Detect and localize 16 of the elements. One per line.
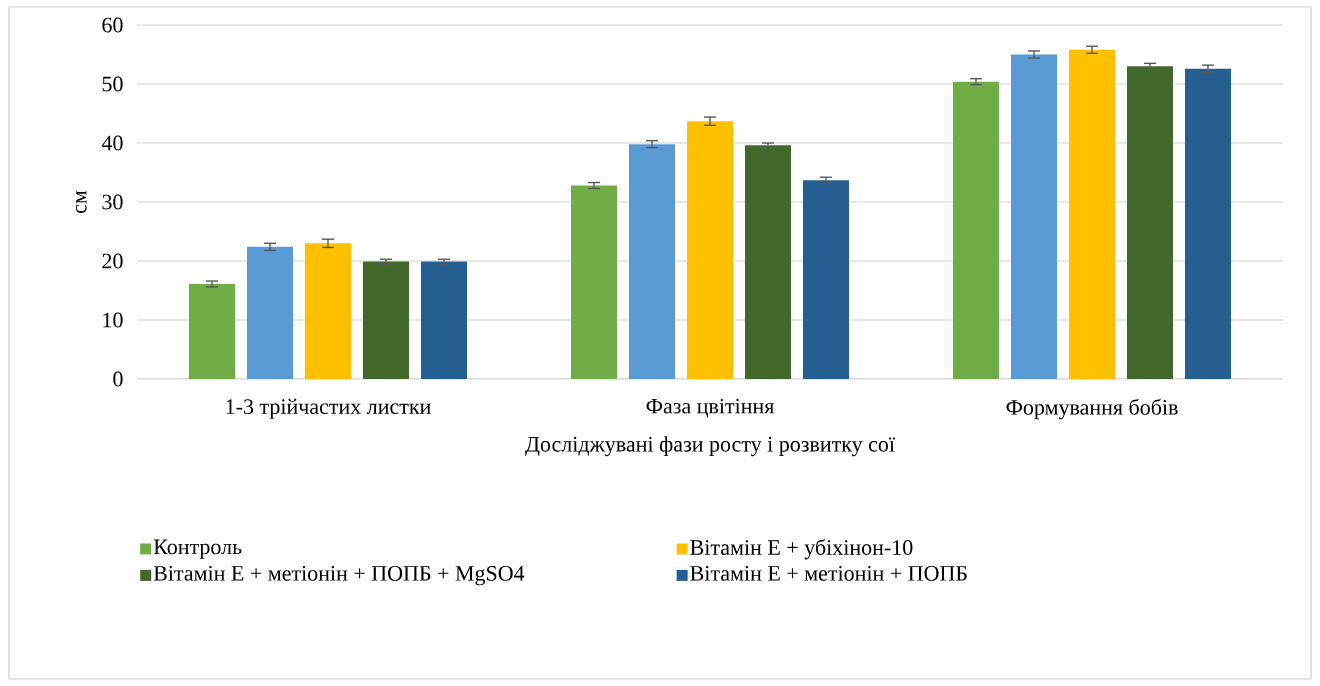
y-tick-label: 0 <box>113 371 123 387</box>
legend-label: Вітамін Е + убіхінон-10 <box>690 538 913 560</box>
x-axis-title: Досліджувані фази росту і розвитку сої <box>525 436 895 457</box>
legend-label: Контроль <box>153 539 242 559</box>
legend-label: Вітамін Е + метіонін + ПОПБ + MgSO4 <box>153 565 525 586</box>
y-axis-title: см <box>76 190 87 213</box>
y-tick-label: 40 <box>101 135 123 151</box>
y-tick-label: 30 <box>102 194 123 210</box>
y-tick-label: 20 <box>102 253 123 269</box>
x-tick-label: 1-3 трійчастих листки <box>226 398 431 419</box>
y-tick-label: 50 <box>102 76 123 92</box>
legend-label: Вітамін Е + метіонін + ПОПБ <box>690 565 967 581</box>
x-tick-label: Формування бобів <box>1006 398 1178 420</box>
y-tick-label: 60 <box>102 17 123 33</box>
x-tick-label: Фаза цвітіння <box>646 398 774 418</box>
y-tick-label: 10 <box>103 312 123 328</box>
